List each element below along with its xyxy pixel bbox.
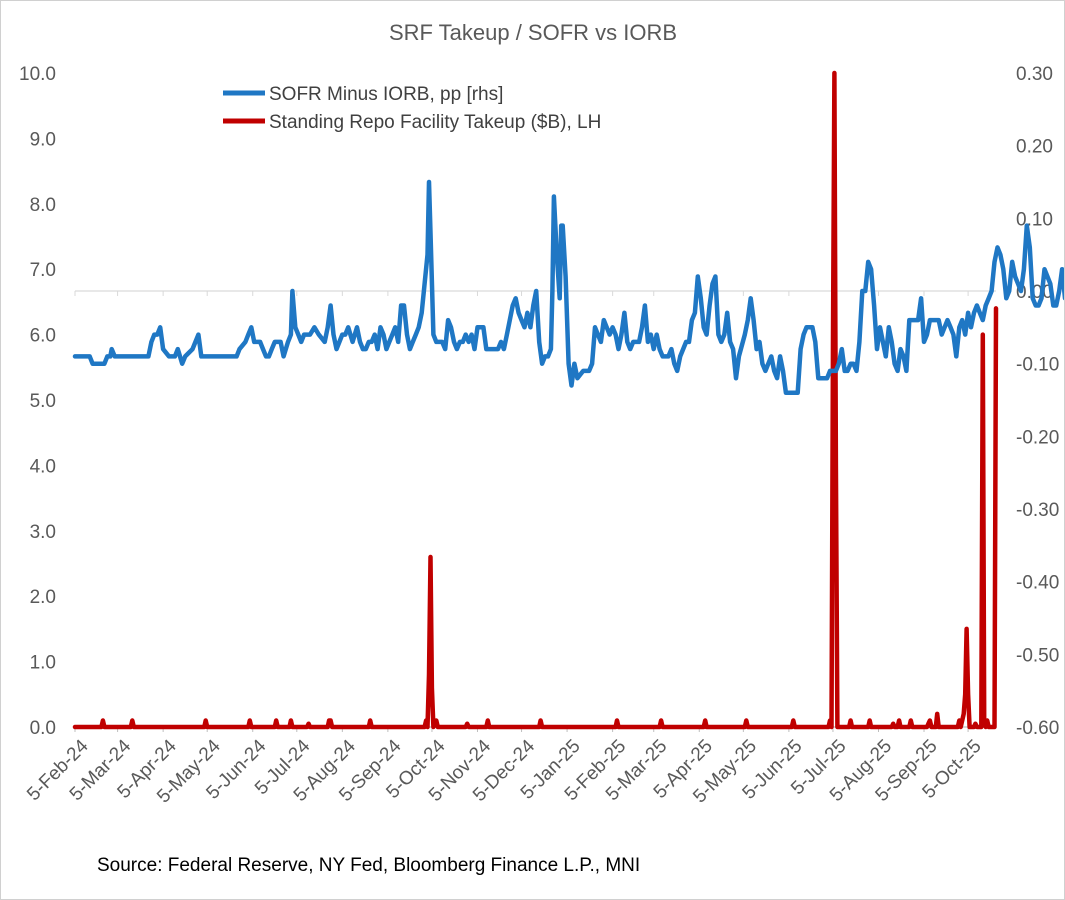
- srf-takeup-line: [72, 70, 999, 730]
- series-group: [72, 70, 1064, 730]
- left-tick-label: 9.0: [30, 129, 56, 150]
- left-tick-label: 10.0: [19, 64, 56, 85]
- left-tick-label: 5.0: [30, 391, 56, 412]
- left-tick-label: 8.0: [30, 195, 56, 216]
- right-tick-label: -0.10: [1016, 355, 1059, 376]
- left-axis: 0.0 1.0 2.0 3.0 4.0 5.0 6.0 7.0 8.0 9.0 10.0: [19, 64, 56, 739]
- right-tick-label: 0.10: [1016, 209, 1053, 230]
- right-tick-label: 0.20: [1016, 137, 1053, 158]
- left-tick-label: 2.0: [30, 587, 56, 608]
- right-tick-label: -0.40: [1016, 573, 1059, 594]
- x-axis: 5-Feb-245-Mar-245-Apr-245-May-245-Jun-24…: [23, 726, 996, 807]
- left-tick-label: 7.0: [30, 260, 56, 281]
- legend-label-srf: Standing Repo Facility Takeup ($B), LH: [269, 112, 601, 133]
- chart-title: SRF Takeup / SOFR vs IORB: [389, 20, 677, 45]
- right-axis: -0.60-0.50-0.40-0.30-0.20-0.100.000.100.…: [1016, 64, 1059, 739]
- legend: SOFR Minus IORB, pp [rhs] Standing Repo …: [223, 84, 601, 133]
- right-tick-label: -0.30: [1016, 500, 1059, 521]
- left-tick-label: 0.0: [30, 718, 56, 739]
- right-tick-label: -0.50: [1016, 645, 1059, 666]
- legend-label-sofr: SOFR Minus IORB, pp [rhs]: [269, 84, 503, 105]
- sofr-minus-iorb-line: [72, 179, 1064, 395]
- right-tick-label: -0.20: [1016, 427, 1059, 448]
- left-tick-label: 3.0: [30, 522, 56, 543]
- left-tick-label: 1.0: [30, 653, 56, 674]
- left-tick-label: 6.0: [30, 326, 56, 347]
- source-note: Source: Federal Reserve, NY Fed, Bloombe…: [97, 855, 640, 876]
- right-tick-label: 0.30: [1016, 64, 1053, 85]
- right-tick-label: -0.60: [1016, 718, 1059, 739]
- left-tick-label: 4.0: [30, 456, 56, 477]
